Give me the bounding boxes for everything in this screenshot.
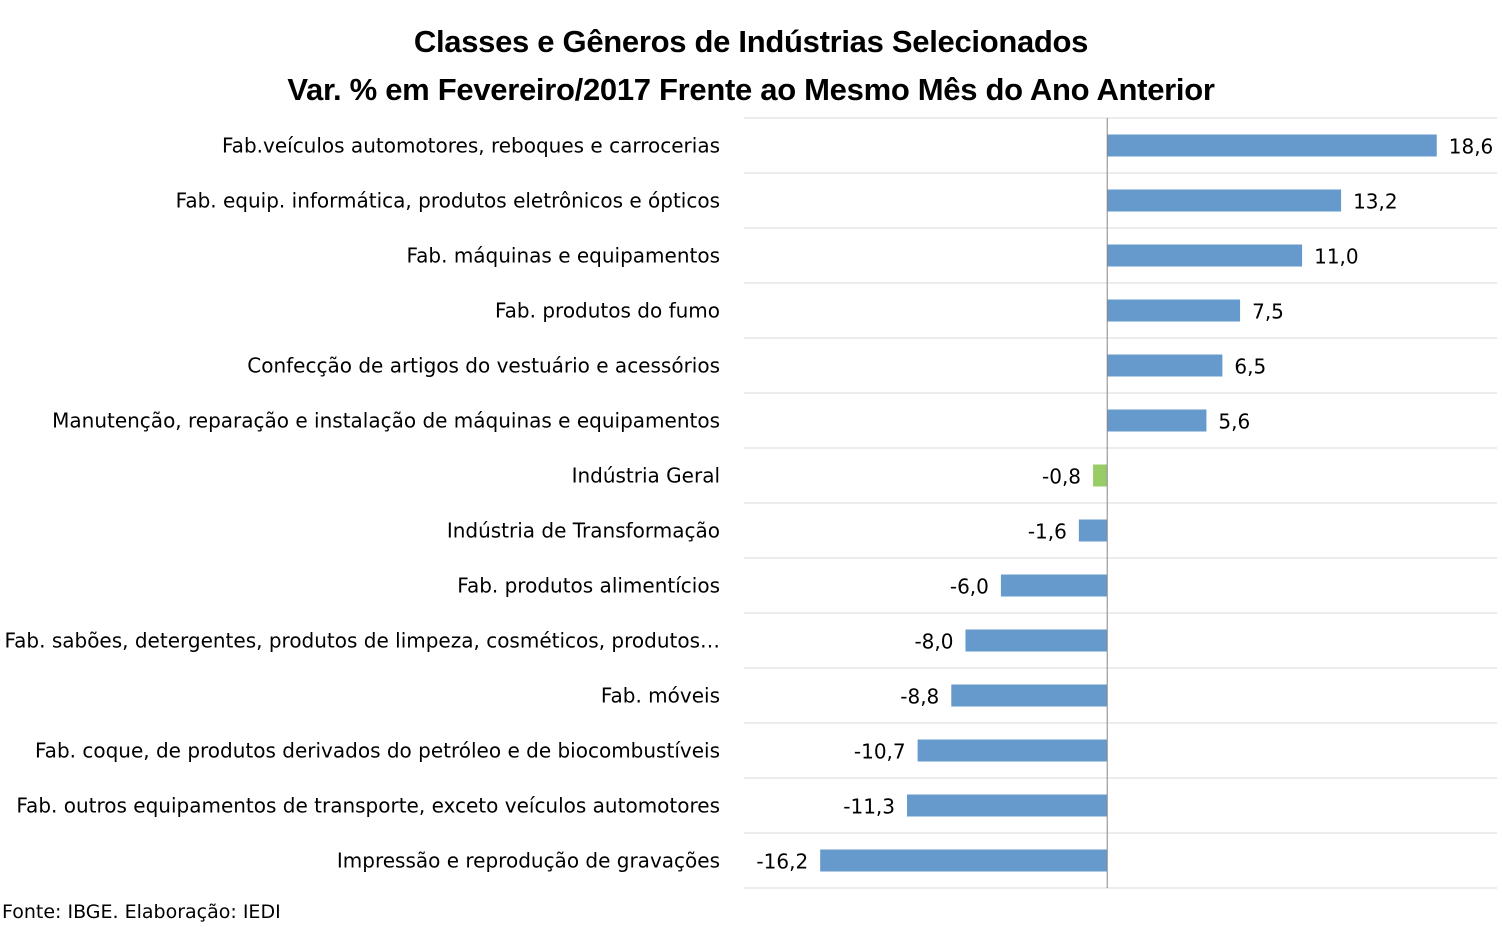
category-label: Fab. coque, de produtos derivados do pet… <box>35 739 720 763</box>
chart-subtitle: Var. % em Fevereiro/2017 Frente ao Mesmo… <box>287 72 1215 107</box>
data-label: 11,0 <box>1314 245 1359 269</box>
bar <box>1000 574 1108 597</box>
category-label: Fab. máquinas e equipamentos <box>406 244 720 268</box>
category-label: Confecção de artigos do vestuário e aces… <box>247 354 720 378</box>
category-label: Fab. sabões, detergentes, produtos de li… <box>4 629 720 653</box>
data-label: -1,6 <box>1028 520 1067 544</box>
data-label: -10,7 <box>854 740 906 764</box>
category-label: Fab. produtos do fumo <box>495 299 720 323</box>
data-label: 6,5 <box>1234 355 1266 379</box>
data-label: 7,5 <box>1252 300 1284 324</box>
bar <box>1107 299 1241 322</box>
data-label: 13,2 <box>1353 190 1398 214</box>
category-label: Fab. móveis <box>601 684 720 708</box>
bar <box>1107 354 1223 377</box>
category-label: Fab. produtos alimentícios <box>457 574 720 598</box>
source-note: Fonte: IBGE. Elaboração: IEDI <box>2 901 281 923</box>
data-label: 18,6 <box>1449 135 1494 159</box>
data-label: -6,0 <box>950 575 989 599</box>
chart-title: Classes e Gêneros de Indústrias Selecion… <box>413 24 1089 59</box>
bar <box>907 794 1108 817</box>
data-label: 5,6 <box>1218 410 1250 434</box>
bar <box>965 629 1108 652</box>
bar <box>820 849 1108 872</box>
category-label: Fab. outros equipamentos de transporte, … <box>16 794 720 818</box>
bar <box>1107 189 1342 212</box>
bar <box>1093 464 1108 487</box>
category-label: Manutenção, reparação e instalação de má… <box>52 409 720 433</box>
bar <box>1078 519 1108 542</box>
data-label: -11,3 <box>843 795 895 819</box>
bar <box>1107 134 1437 157</box>
category-label: Indústria Geral <box>572 464 720 488</box>
bar <box>951 684 1108 707</box>
category-label: Fab. equip. informática, produtos eletrô… <box>176 189 720 213</box>
category-label: Impressão e reprodução de gravações <box>337 849 720 873</box>
category-label: Indústria de Transformação <box>447 519 720 543</box>
bar <box>917 739 1108 762</box>
chart-title-block: Classes e Gêneros de Indústrias Selecion… <box>0 18 1502 114</box>
bar <box>1107 244 1303 267</box>
data-label: -0,8 <box>1042 465 1081 489</box>
data-label: -8,8 <box>900 685 939 709</box>
bar <box>1107 409 1207 432</box>
data-label: -16,2 <box>756 850 808 874</box>
data-label: -8,0 <box>914 630 953 654</box>
category-label: Fab.veículos automotores, reboques e car… <box>222 134 720 158</box>
